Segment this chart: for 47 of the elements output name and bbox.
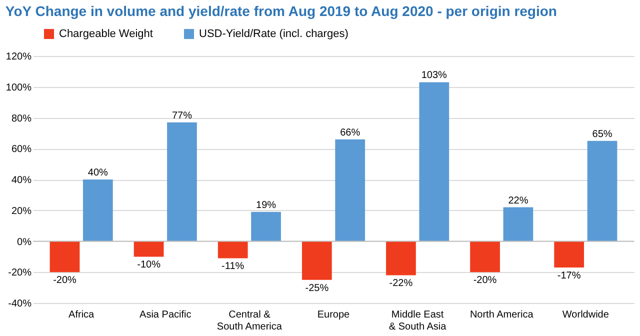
bar xyxy=(587,140,618,242)
data-label: 19% xyxy=(256,200,276,211)
data-label: 103% xyxy=(421,70,448,82)
bar xyxy=(167,122,197,242)
data-label: -11% xyxy=(222,261,244,272)
bar xyxy=(503,207,534,242)
data-label: 77% xyxy=(172,110,192,122)
y-tick-label: 20% xyxy=(11,206,32,217)
y-tick-label: 80% xyxy=(11,113,32,124)
y-tick-label: 100% xyxy=(6,82,32,94)
data-label: -20% xyxy=(473,275,497,286)
bar xyxy=(251,212,281,242)
y-tick-label: 120% xyxy=(6,52,32,62)
legend-label: Chargeable Weight xyxy=(59,28,153,40)
x-tick-label: Europe xyxy=(317,310,350,320)
y-tick-label: 40% xyxy=(11,175,32,186)
x-tick-label: Asia Pacific xyxy=(140,310,192,320)
chart-title: YoY Change in volume and yield/rate from Aug 2019 to Aug 2020 - per origin region xyxy=(5,3,557,19)
y-tick-label: 0% xyxy=(17,236,32,248)
x-tick-label: Worldwide xyxy=(562,310,610,320)
bar xyxy=(218,241,248,258)
bar xyxy=(554,241,584,268)
y-tick-label: -40% xyxy=(8,298,32,310)
bar xyxy=(386,241,416,276)
bar xyxy=(134,241,164,257)
data-label: -20% xyxy=(53,275,77,286)
data-label: -22% xyxy=(389,278,413,290)
data-label: 65% xyxy=(592,128,612,140)
data-label: -17% xyxy=(557,270,581,282)
y-tick-label: 60% xyxy=(11,144,32,156)
legend-label: USD-Yield/Rate (incl. charges) xyxy=(199,28,348,40)
data-label: -25% xyxy=(305,282,329,294)
bar xyxy=(82,180,113,242)
x-tick-label: Middle East & South Asia xyxy=(388,310,447,332)
bar xyxy=(302,241,332,280)
x-tick-label: North America xyxy=(470,310,534,320)
data-label: 66% xyxy=(340,127,360,138)
data-label: 22% xyxy=(508,195,528,206)
x-tick-label: Africa xyxy=(68,310,95,320)
x-tick-label: Central & South America xyxy=(216,310,282,332)
y-tick-label: -20% xyxy=(8,268,32,279)
data-label: 40% xyxy=(88,168,108,178)
bar xyxy=(50,241,80,272)
data-label: -10% xyxy=(137,260,161,271)
bar xyxy=(419,82,450,242)
bar xyxy=(335,139,366,242)
bar xyxy=(470,241,500,272)
